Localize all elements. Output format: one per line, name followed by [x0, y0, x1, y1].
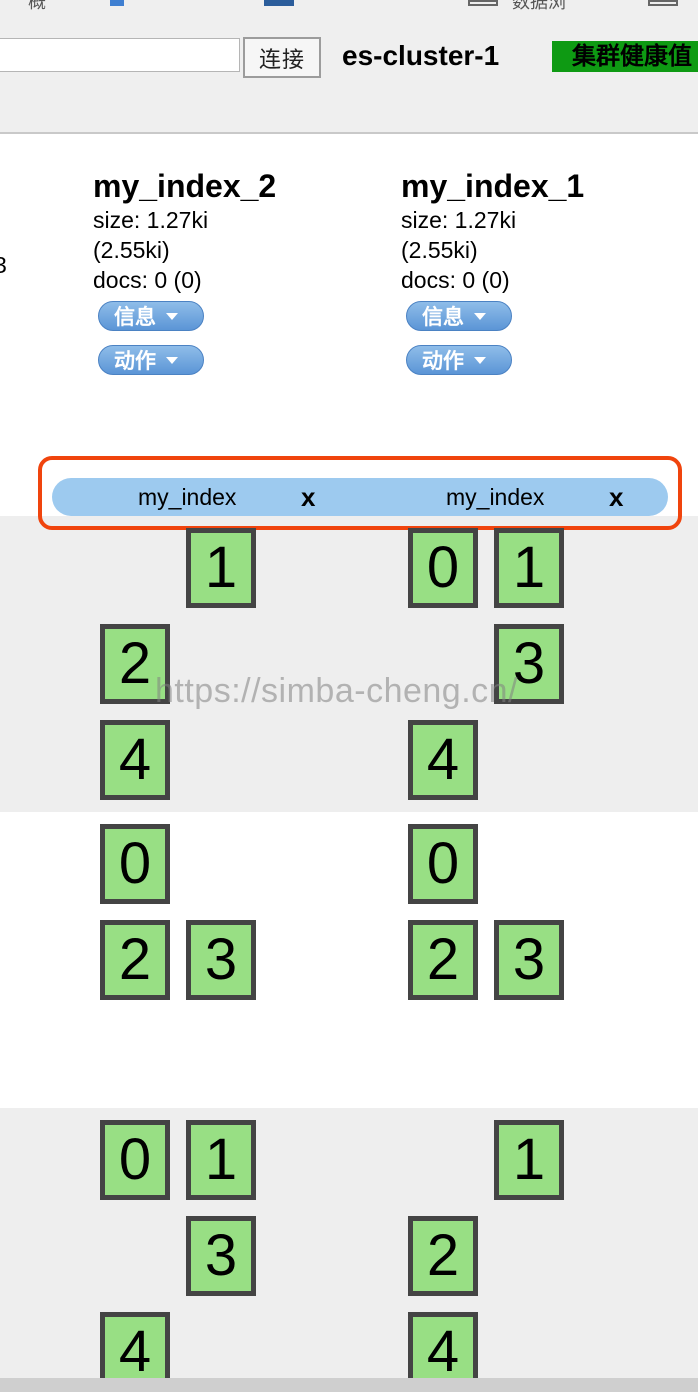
index-name: my_index_1: [401, 168, 585, 204]
cluster-url-input[interactable]: [0, 38, 240, 72]
alias-remove-button[interactable]: x: [301, 482, 316, 512]
info-label: 信息: [422, 306, 464, 329]
caret-down-icon: [474, 356, 486, 364]
index-size-total: (2.55ki): [93, 237, 170, 263]
action-label: 动作: [422, 350, 464, 373]
shard-box[interactable]: 2: [408, 920, 478, 1000]
shard-box[interactable]: 4: [408, 1312, 478, 1384]
index-docs: docs: 0 (0): [401, 267, 510, 293]
index-header-my-index-2: my_index_2 size: 1.27ki (2.55ki) docs: 0…: [93, 168, 276, 375]
tab-indices-icon[interactable]: [110, 0, 124, 6]
caret-down-icon: [474, 312, 486, 320]
left-column-cutoff-text: 3: [0, 252, 7, 278]
index-header-my-index-1: my_index_1 size: 1.27ki (2.55ki) docs: 0…: [401, 168, 584, 375]
action-label: 动作: [114, 350, 156, 373]
shard-box[interactable]: 0: [408, 824, 478, 904]
alias-label: my_index: [138, 484, 237, 510]
shard-box[interactable]: 3: [494, 624, 564, 704]
caret-down-icon: [166, 356, 178, 364]
watermark: https://simba-cheng.cn/: [155, 672, 519, 710]
info-label: 信息: [114, 306, 156, 329]
cluster-health-badge: 集群健康值: [552, 41, 698, 72]
shard-box[interactable]: 4: [408, 720, 478, 800]
shard-box[interactable]: 4: [100, 720, 170, 800]
tab-data-browser[interactable]: 数据浏: [512, 0, 566, 12]
shard-box[interactable]: 1: [494, 528, 564, 608]
index-size: size: 1.27ki: [401, 207, 517, 233]
info-dropdown-button[interactable]: 信息: [406, 301, 512, 331]
tab-data-icon[interactable]: [264, 0, 294, 6]
shard-box[interactable]: 1: [494, 1120, 564, 1200]
index-docs: docs: 0 (0): [93, 267, 202, 293]
index-size-total: (2.55ki): [401, 237, 478, 263]
alias-highlight-box: [38, 456, 682, 530]
tab-overview[interactable]: 概: [28, 0, 46, 12]
shard-box[interactable]: 0: [100, 1120, 170, 1200]
caret-down-icon: [166, 312, 178, 320]
shard-box[interactable]: 0: [408, 528, 478, 608]
shard-box[interactable]: 2: [100, 920, 170, 1000]
index-size: size: 1.27ki: [93, 207, 209, 233]
shard-box[interactable]: 4: [100, 1312, 170, 1384]
tab-query-icon[interactable]: [648, 0, 678, 6]
alias-remove-button[interactable]: x: [609, 482, 624, 512]
shard-box[interactable]: 1: [186, 528, 256, 608]
shard-box[interactable]: 3: [494, 920, 564, 1000]
action-dropdown-button[interactable]: 动作: [406, 345, 512, 375]
horizontal-scrollbar[interactable]: [0, 1378, 698, 1392]
shard-box[interactable]: 0: [100, 824, 170, 904]
alias-label: my_index: [446, 484, 545, 510]
action-dropdown-button[interactable]: 动作: [98, 345, 204, 375]
shard-box[interactable]: 2: [100, 624, 170, 704]
info-dropdown-button[interactable]: 信息: [98, 301, 204, 331]
tab-browser-icon[interactable]: [468, 0, 498, 6]
shard-box[interactable]: 1: [186, 1120, 256, 1200]
connect-button[interactable]: 连接: [243, 37, 321, 78]
shard-box[interactable]: 3: [186, 920, 256, 1000]
index-name: my_index_2: [93, 168, 277, 204]
alias-bar: [52, 478, 668, 516]
toolbar: 概 数据浏 连接 es-cluster-1 集群健康值: [0, 0, 698, 134]
shard-box[interactable]: 2: [408, 1216, 478, 1296]
cluster-name: es-cluster-1: [342, 40, 500, 71]
shard-box[interactable]: 3: [186, 1216, 256, 1296]
